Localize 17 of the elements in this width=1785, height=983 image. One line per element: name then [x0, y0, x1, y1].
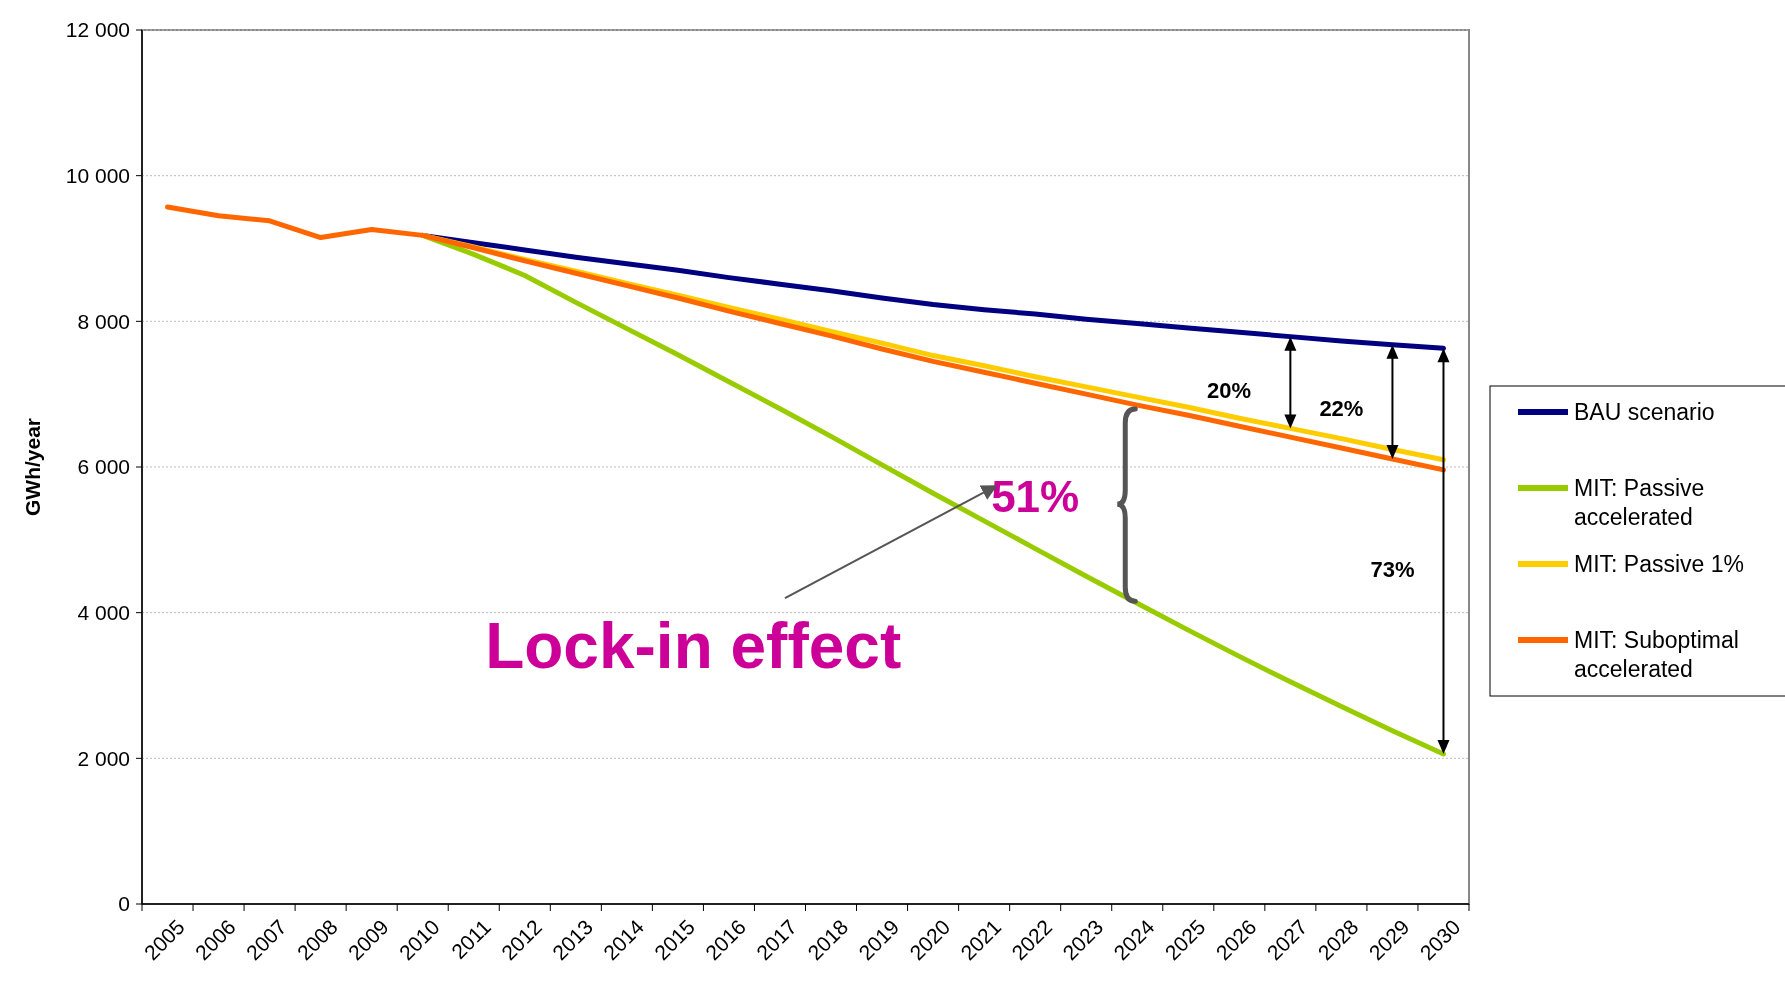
legend-label: MIT: Passive 1%	[1574, 551, 1744, 578]
annotation: 20%	[1207, 378, 1252, 404]
y-tick-label: 8 000	[77, 309, 130, 333]
legend-label: BAU scenario	[1574, 399, 1715, 426]
y-tick-label: 0	[118, 892, 130, 916]
annotation: 22%	[1319, 396, 1364, 422]
annotation: 51%	[991, 471, 1080, 521]
y-tick-label: 12 000	[65, 18, 130, 42]
annotation: 73%	[1370, 556, 1415, 582]
legend-label: MIT: Suboptimal accelerated	[1574, 627, 1739, 682]
y-tick-label: 4 000	[77, 601, 130, 625]
y-tick-label: 10 000	[65, 164, 130, 188]
y-tick-label: 6 000	[77, 455, 130, 479]
y-axis-title: GWh/year	[21, 417, 44, 517]
y-tick-label: 2 000	[77, 746, 130, 770]
annotation: Lock-in effect	[485, 609, 902, 682]
legend-label: MIT: Passive accelerated	[1574, 475, 1705, 530]
